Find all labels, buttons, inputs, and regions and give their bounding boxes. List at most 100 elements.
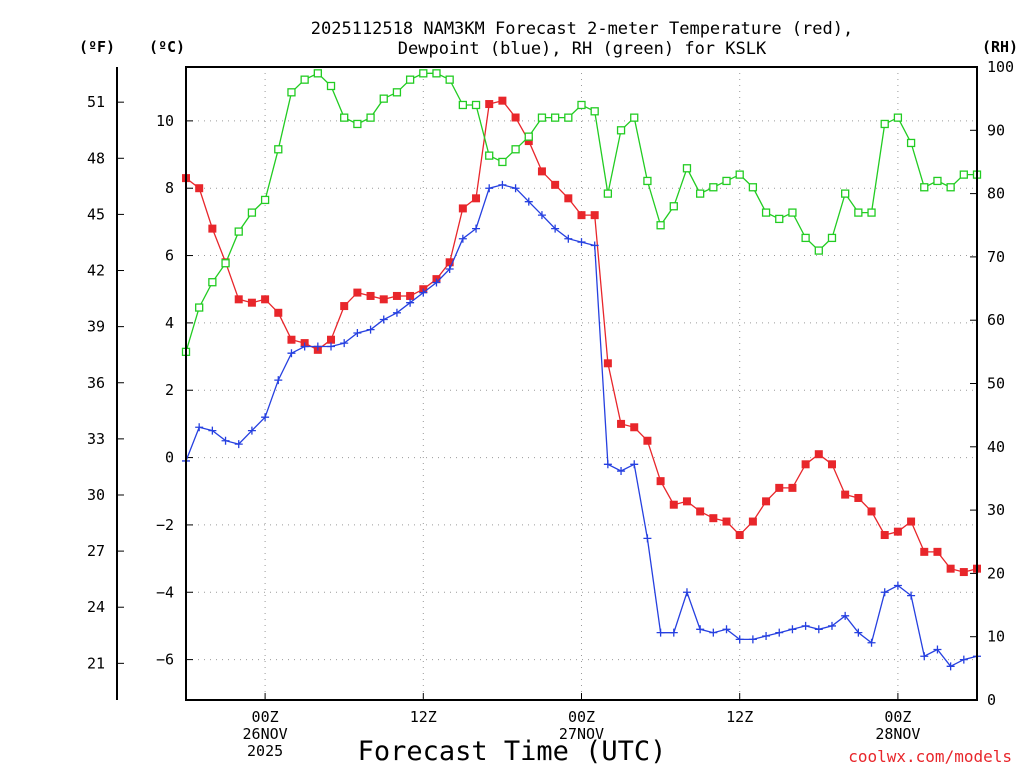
dewpoint-point (577, 238, 586, 247)
celsius-tick-label: 0 (165, 449, 174, 467)
rh-point (775, 214, 784, 224)
dewpoint-point (234, 440, 243, 449)
dewpoint-point (564, 234, 573, 243)
dewpoint-point (722, 625, 731, 634)
celsius-tick-label: 4 (165, 314, 174, 332)
dewpoint-point (406, 298, 415, 307)
dewpoint-point (617, 467, 626, 476)
temperature-point (854, 493, 863, 502)
dewpoint-point (261, 413, 270, 422)
dewpoint-point (195, 423, 204, 432)
rh-point (735, 170, 744, 179)
rh-point (801, 233, 810, 243)
rh-point (405, 75, 415, 84)
temperature-point (353, 288, 362, 297)
celsius-unit-label: (ºC) (149, 38, 185, 56)
dewpoint-point (630, 460, 639, 469)
dewpoint-point (485, 184, 494, 193)
temperature-point (827, 460, 836, 469)
temperature-point (564, 194, 573, 203)
temperature-point (696, 507, 705, 516)
dewpoint-point (392, 308, 401, 317)
dewpoint-point (511, 184, 520, 193)
rh-point (867, 208, 876, 217)
time-tick-label: 28NOV (875, 725, 920, 743)
dewpoint-point (590, 241, 599, 250)
rh-point (445, 75, 454, 84)
fahrenheit-unit-label: (ºF) (79, 38, 115, 56)
celsius-tick-label: 6 (165, 247, 174, 265)
temperature-point (735, 531, 744, 540)
rh-point (946, 183, 955, 192)
rh-point (630, 113, 639, 122)
temperature-point (366, 291, 375, 300)
dewpoint-point (814, 625, 823, 634)
rh-point (709, 183, 718, 192)
rh-point (616, 126, 626, 135)
dewpoint-point (247, 426, 256, 435)
time-tick-label: 2025 (247, 742, 283, 760)
dewpoint-point (656, 628, 665, 637)
axis-layer: 1086420−2−4−6514845423936333027242110090… (87, 58, 1014, 760)
rh-tick-label: 0 (987, 691, 996, 709)
series-layer (181, 69, 982, 671)
temperature-point (920, 547, 929, 556)
rh-unit-label: (RH) (982, 38, 1018, 56)
time-tick-label: 26NOV (243, 725, 288, 743)
dewpoint-point (445, 265, 454, 274)
dewpoint-point (669, 628, 678, 637)
rh-point (195, 303, 204, 312)
rh-point (748, 183, 758, 192)
dewpoint-point (419, 288, 428, 297)
fahrenheit-tick-label: 21 (87, 654, 105, 672)
dewpoint-point (854, 628, 863, 637)
rh-point (696, 189, 705, 198)
dewpoint-point (458, 234, 467, 243)
temperature-point (656, 477, 665, 486)
time-tick-label: 00Z (252, 708, 279, 726)
dewpoint-point (748, 635, 757, 644)
temperature-point (340, 302, 349, 311)
dewpoint-point (208, 426, 217, 435)
rh-tick-label: 20 (987, 564, 1005, 582)
dewpoint-point (867, 638, 876, 647)
rh-point (590, 107, 599, 116)
celsius-tick-label: −6 (156, 651, 174, 669)
rh-point (326, 81, 336, 91)
temperature-point (234, 295, 243, 304)
temperature-point (643, 436, 652, 445)
rh-point (959, 170, 968, 179)
fahrenheit-tick-label: 24 (87, 598, 105, 616)
time-tick-label: 12Z (726, 708, 753, 726)
temperature-point (788, 483, 797, 492)
rh-point (419, 69, 428, 78)
temperature-point (590, 211, 599, 220)
rh-point (511, 145, 520, 154)
temperature-point (537, 167, 546, 176)
rh-tick-label: 70 (987, 248, 1005, 266)
celsius-tick-label: 10 (156, 112, 174, 130)
rh-point (340, 113, 349, 122)
chart-title-line-1: 2025112518 NAM3KM Forecast 2-meter Tempe… (311, 19, 853, 39)
fahrenheit-tick-label: 39 (87, 318, 105, 336)
fahrenheit-tick-label: 30 (87, 486, 105, 504)
chart-title-line-2: Dewpoint (blue), RH (green) for KSLK (398, 39, 767, 59)
temperature-point (498, 96, 507, 105)
temperature-point (577, 211, 586, 220)
plot-frame (185, 66, 978, 701)
rh-tick-label: 50 (987, 375, 1005, 393)
temperature-point (551, 180, 560, 189)
rh-point (234, 227, 243, 236)
temperature-point (274, 308, 283, 317)
temperature-point (907, 517, 916, 526)
rh-point (392, 88, 402, 97)
rh-point (880, 119, 889, 129)
dewpoint-point (274, 376, 283, 385)
dewpoint-point (379, 315, 388, 324)
temperature-point (933, 547, 942, 556)
rh-point (208, 278, 217, 287)
temperature-point (801, 460, 810, 469)
rh-point (656, 221, 665, 230)
time-tick-label: 27NOV (559, 725, 604, 743)
dewpoint-point (946, 662, 955, 671)
